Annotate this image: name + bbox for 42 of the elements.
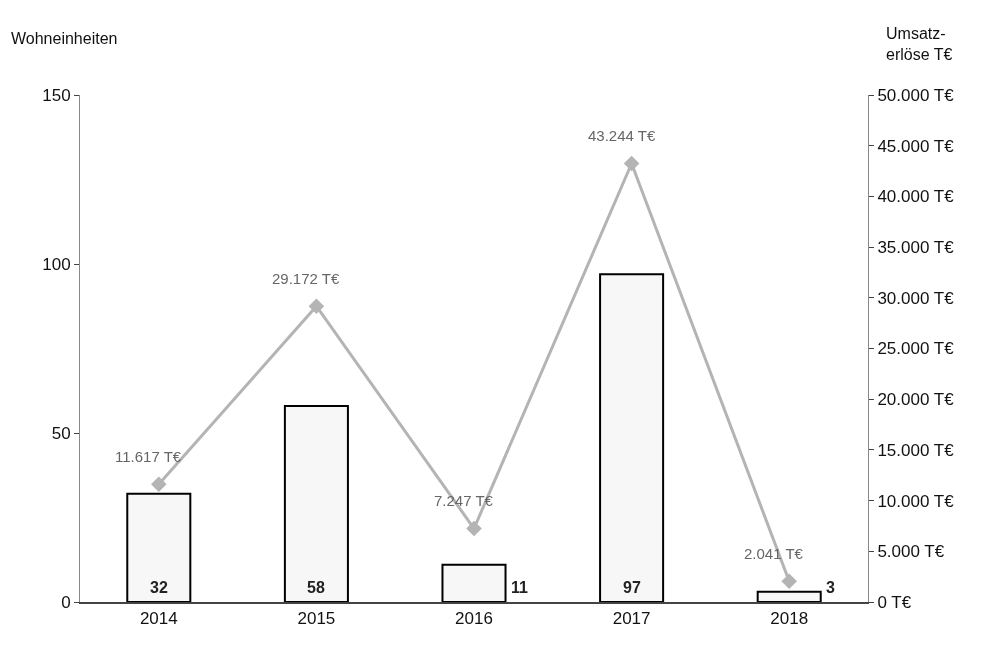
bar xyxy=(599,273,665,602)
data-label: 3 xyxy=(826,579,835,596)
x-tick-label: 2014 xyxy=(139,609,178,629)
point xyxy=(151,476,167,492)
data-label: 43.244 T€ xyxy=(588,127,656,144)
point xyxy=(781,573,797,590)
x-tick-label: 2016 xyxy=(455,609,493,629)
y2-tick-label: 30.000 T€ xyxy=(877,288,955,308)
data-label: 32 xyxy=(150,579,168,596)
y2-tick-label: 15.000 T€ xyxy=(877,440,955,460)
bar xyxy=(756,590,822,602)
y2-tick-label: 40.000 T€ xyxy=(877,187,955,207)
y-axis-title: Wohneinheiten xyxy=(11,30,118,47)
y-tick-label: 0 xyxy=(61,592,71,612)
point xyxy=(623,155,640,172)
data-label: 58 xyxy=(307,579,325,596)
y2-tick-label: 20.000 T€ xyxy=(877,390,955,410)
data-label: 29.172 T€ xyxy=(272,270,340,287)
y2-axis-title: Umsatz- erlöse T€ xyxy=(886,25,953,63)
x-tick-label: 2018 xyxy=(770,609,809,629)
point xyxy=(308,298,325,314)
y2-tick-label: 10.000 T€ xyxy=(877,491,955,511)
data-label: 7.247 T€ xyxy=(434,492,494,509)
y2-tick-label: 25.000 T€ xyxy=(877,339,955,359)
bar xyxy=(283,404,349,602)
data-label: 11.617 T€ xyxy=(115,448,182,465)
y-tick-label: 50 xyxy=(51,423,71,443)
y-tick-label: 150 xyxy=(42,85,71,105)
y2-tick-label: 5.000 T€ xyxy=(877,542,945,562)
y2-tick-label: 0 T€ xyxy=(877,592,912,612)
data-label: 11 xyxy=(511,579,529,596)
bar xyxy=(126,492,192,602)
x-tick-label: 2015 xyxy=(297,609,336,629)
data-label: 97 xyxy=(623,579,641,596)
y2-tick-label: 45.000 T€ xyxy=(877,136,955,156)
y-tick-label: 100 xyxy=(42,254,71,274)
bar xyxy=(441,563,507,602)
data-label: 2.041 T€ xyxy=(744,545,804,562)
x-tick-label: 2017 xyxy=(612,609,651,629)
point xyxy=(466,520,482,537)
y2-tick-label: 35.000 T€ xyxy=(877,238,955,258)
y2-tick-label: 50.000 T€ xyxy=(877,85,955,105)
